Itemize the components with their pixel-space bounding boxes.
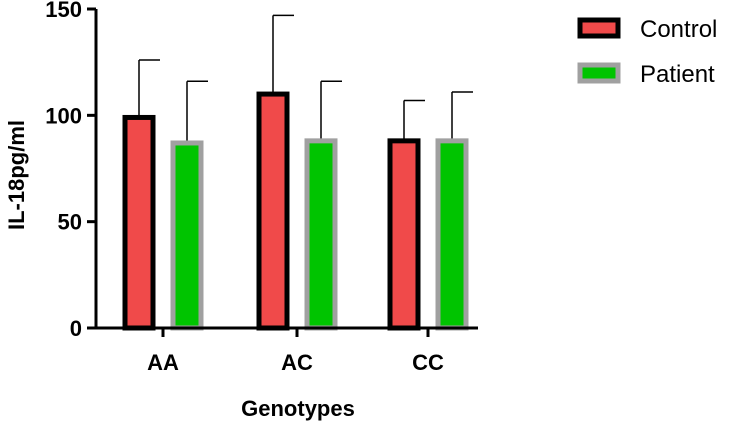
x-axis-title: Genotypes (241, 396, 355, 421)
legend-item-patient: Patient (577, 61, 715, 88)
bar-control-cc (387, 138, 421, 331)
x-tick-label-cc: CC (412, 350, 444, 375)
y-axis-ticks: 0 50 100 150 (45, 0, 96, 341)
y-tick-label: 100 (45, 103, 82, 128)
plot-area (122, 14, 473, 331)
bar-control-aa (122, 114, 156, 331)
x-tick-label-ac: AC (281, 350, 313, 375)
y-axis-title: IL-18pg/ml (4, 120, 29, 230)
bar-group-ac (256, 14, 342, 331)
y-tick-label: 150 (45, 0, 82, 22)
legend: Control Patient (577, 16, 717, 88)
legend-label-patient: Patient (640, 61, 715, 88)
bar-control-ac (256, 91, 290, 331)
x-axis-ticks: AA AC CC (147, 328, 444, 375)
legend-label-control: Control (640, 16, 717, 43)
bar-group-aa (122, 59, 208, 331)
legend-swatch-control (577, 17, 621, 39)
y-tick-label: 0 (70, 316, 82, 341)
bar-patient-cc (435, 138, 469, 331)
legend-swatch-patient (577, 62, 621, 84)
x-tick-label-aa: AA (147, 350, 179, 375)
bar-patient-aa (170, 140, 204, 331)
bar-patient-ac (304, 138, 338, 331)
bar-group-cc (387, 91, 473, 331)
y-tick-label: 50 (58, 210, 82, 235)
legend-item-control: Control (577, 16, 717, 43)
